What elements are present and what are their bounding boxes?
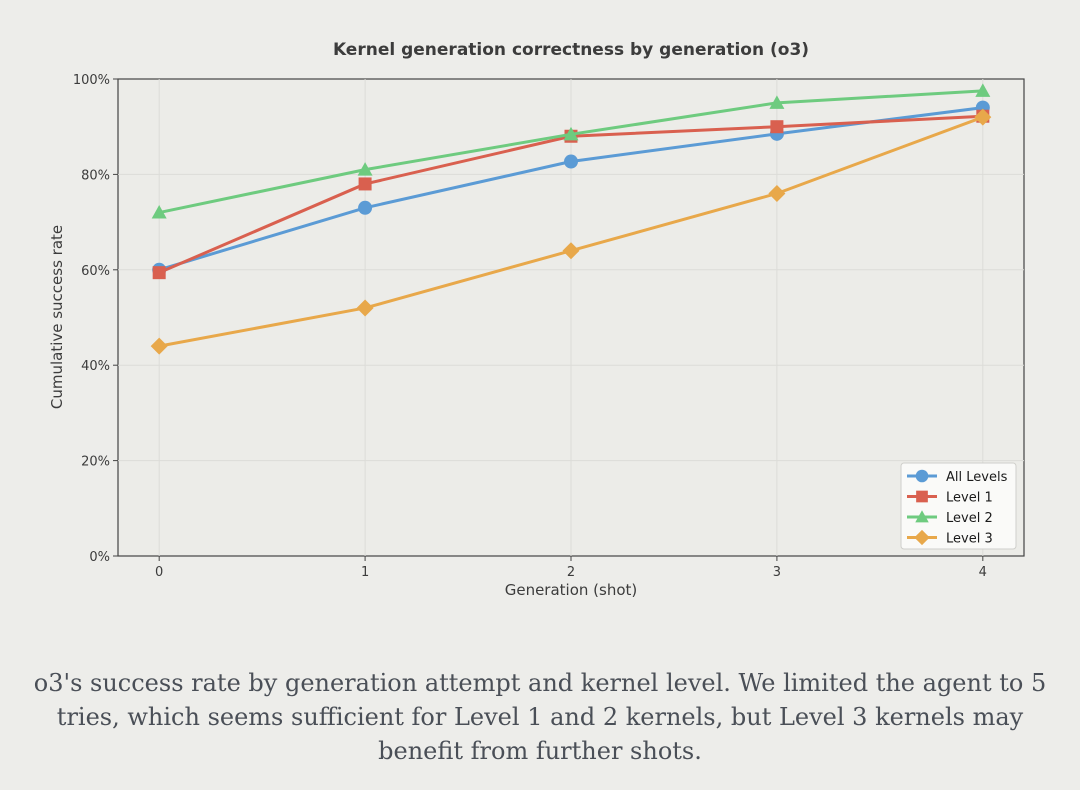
series-layer [150,83,992,355]
data-point [150,337,168,355]
legend-label: Level 2 [946,511,993,526]
x-tick-label: 0 [155,565,163,580]
y-axis-label: Cumulative success rate [48,225,66,409]
y-tick-label: 100% [73,73,110,88]
y-tick-label: 20% [81,455,110,470]
y-tick-label: 60% [81,264,110,279]
y-tick-label: 80% [81,168,110,183]
data-point [975,83,991,97]
data-point [356,299,374,317]
x-tick-label: 2 [567,565,575,580]
legend-item: All Levels [907,469,1008,485]
legend-box [900,462,1017,550]
data-point [562,242,580,260]
data-point [915,510,929,523]
data-point [357,162,373,176]
figure-caption: o3's success rate by generation attempt … [33,669,1047,765]
series-level-2 [151,83,991,219]
y-tick-label: 0% [89,550,110,565]
line-chart: Kernel generation correctness by generat… [48,40,1025,599]
data-point [769,95,785,109]
data-point [915,469,929,483]
series-level-3 [150,108,992,355]
data-point [358,200,373,215]
data-point [916,490,928,503]
legend: All Levels Level 1 Level 2 Level 3 [900,462,1017,550]
data-point [974,108,992,126]
x-tick-label: 4 [979,565,987,580]
grid [118,79,1024,556]
data-point [914,529,930,546]
legend-label: Level 3 [946,532,993,547]
legend-item: Level 1 [907,491,993,506]
data-point [563,126,579,141]
legend-label: All Levels [946,470,1008,485]
data-point [770,120,784,134]
data-point [151,205,167,219]
data-point [358,177,372,191]
legend-item: Level 3 [907,529,993,547]
x-tick-label: 3 [773,565,781,580]
y-tick-label: 40% [81,359,110,374]
chart-title: Kernel generation correctness by generat… [333,40,809,60]
legend-item: Level 2 [907,510,993,526]
x-axis-label: Generation (shot) [505,581,638,599]
legend-label: Level 1 [946,491,993,506]
x-tick-label: 1 [361,565,369,580]
data-point [564,154,578,169]
axes: 0% 20% 40% 60% 80% 100% 0 1 2 3 4 [73,73,987,580]
data-point [768,184,786,202]
data-point [152,266,166,280]
